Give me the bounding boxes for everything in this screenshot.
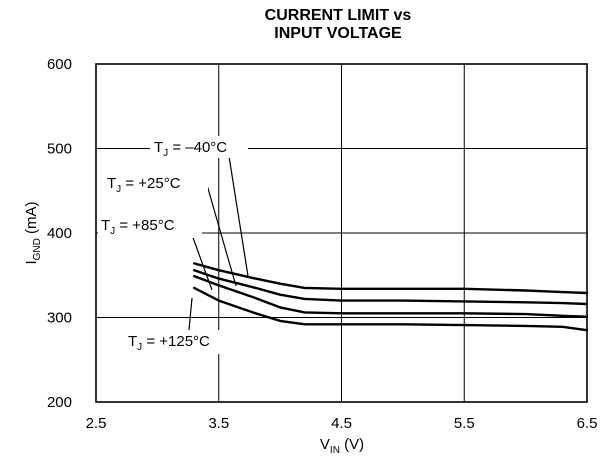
x-tick-label: 4.5 xyxy=(331,415,352,432)
chart-title-line-2: INPUT VOLTAGE xyxy=(274,25,402,42)
plot-frame xyxy=(95,63,588,403)
x-axis-label: VIN (V) xyxy=(320,436,364,456)
annotation-minus40: TJ = –40°C xyxy=(154,139,227,159)
leader-plus125 xyxy=(188,297,193,331)
y-axis-label: IGND (mA) xyxy=(23,201,43,264)
y-tick-label: 300 xyxy=(47,310,72,327)
x-axis-label-main: V xyxy=(320,436,330,453)
annotation-plus125: TJ = +125°C xyxy=(128,333,210,353)
y-axis-label-main: I xyxy=(23,260,40,264)
series-line-3 xyxy=(192,286,589,332)
series-line-2 xyxy=(192,274,589,318)
x-tick-label: 5.5 xyxy=(454,415,475,432)
annotation-bg-plus125 xyxy=(125,330,245,354)
annotation-bg-minus40 xyxy=(150,136,248,158)
x-tick-label: 6.5 xyxy=(577,415,598,432)
leader-plus25 xyxy=(206,184,237,287)
chart-title-line-1: CURRENT LIMIT vs xyxy=(265,7,412,24)
y-axis-label-sub: GND xyxy=(32,238,43,260)
series-lines xyxy=(192,262,589,332)
x-tick-label: 3.5 xyxy=(208,415,229,432)
annotation-bg-plus85 xyxy=(98,214,202,238)
leader-minus40 xyxy=(227,149,249,277)
series-line-0 xyxy=(192,262,589,295)
x-tick-labels: 2.5 3.5 4.5 5.5 6.5 xyxy=(86,415,598,432)
y-axis-label-suffix: (mA) xyxy=(23,201,40,238)
annotation-bg-plus25 xyxy=(104,172,208,196)
y-tick-label: 600 xyxy=(47,56,72,73)
y-tick-labels: 200 300 400 500 600 xyxy=(47,56,72,411)
x-axis-label-suffix: (V) xyxy=(340,436,364,453)
annotation-plus85: TJ = +85°C xyxy=(101,217,175,237)
y-tick-label: 400 xyxy=(47,225,72,242)
series-line-1 xyxy=(192,269,589,306)
x-tick-label: 2.5 xyxy=(86,415,107,432)
annotation-plus25: TJ = +25°C xyxy=(107,175,181,195)
x-axis-label-sub: IN xyxy=(330,445,340,456)
y-tick-label: 200 xyxy=(47,394,72,411)
y-tick-label: 500 xyxy=(47,141,72,158)
